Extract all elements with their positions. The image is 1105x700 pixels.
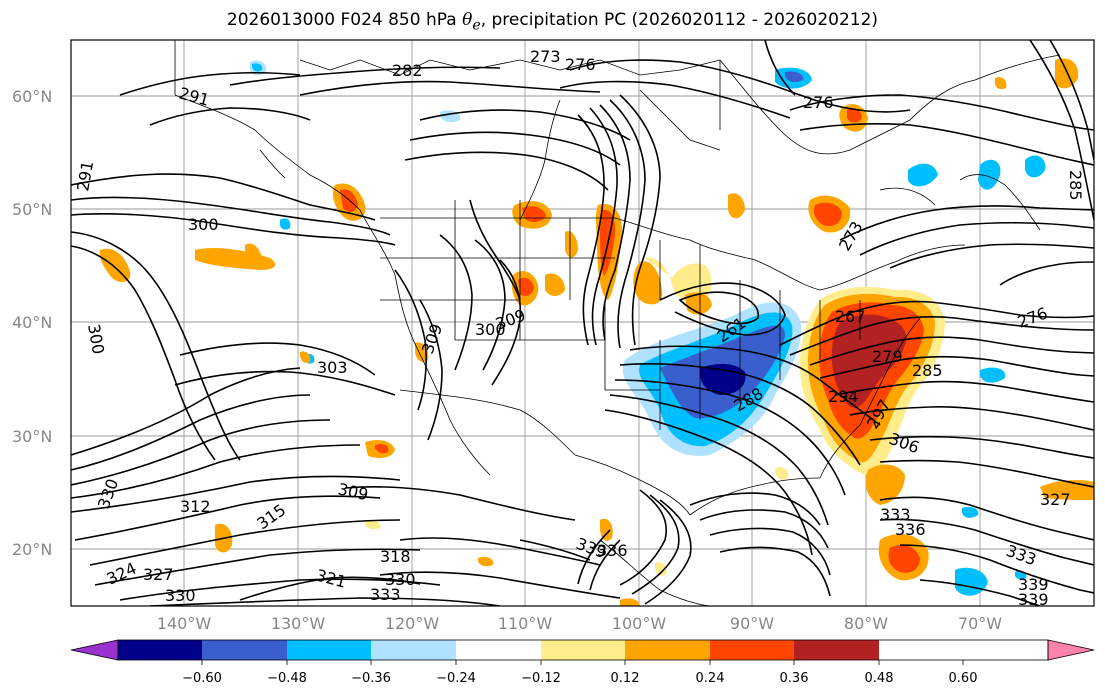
colorbar-extend-min [70,639,119,661]
lat-label: 40°N [12,313,52,332]
colorbar-tick-label: 0.60 [949,671,978,686]
contour-label: 339 [1018,575,1049,594]
contour-label: 276 [565,55,596,74]
contour-label: 300 [188,215,219,234]
lon-label: 80°W [844,614,888,633]
colorbar-segment [371,640,456,660]
colorbar-tick-label: −0.60 [182,671,222,686]
lat-label: 20°N [12,540,52,559]
contour-label: 285 [912,361,943,380]
colorbar-segment [541,640,625,660]
theta-e-contours [71,40,1094,606]
colorbar-tick-label: 0.12 [611,671,640,686]
lat-label: 60°N [12,87,52,106]
contour-label: 267 [835,307,866,326]
contour-label: 318 [380,547,411,566]
contour-label: 282 [392,61,423,80]
colorbar-segment [287,640,371,660]
colorbar-segment [794,640,879,660]
lon-label: 70°W [958,614,1002,633]
contour-label: 339 [1018,590,1049,609]
contour-label: 279 [872,347,903,366]
colorbar-tick-label: 0.24 [696,671,725,686]
colorbar-segment [202,640,287,660]
contour-label: 330 [385,570,416,589]
colorbar-tick-label: −0.48 [267,671,307,686]
lon-label: 100°W [612,614,667,633]
colorbar-tick-label: 0.36 [780,671,809,686]
colorbar-extend-max [1047,639,1095,661]
latitude-labels: 60°N 50°N 40°N 30°N 20°N [12,87,52,559]
colorbar-segment [625,640,710,660]
contour-label: 273 [530,47,561,66]
contour-label: 330 [165,586,196,605]
lon-label: 110°W [498,614,553,633]
lon-label: 140°W [157,614,212,633]
theta-symbol: θ [462,10,473,30]
contour-label: 300 [475,320,506,339]
title-prefix: 2026013000 F024 850 hPa [226,10,463,30]
colorbar-ticks [201,660,964,665]
colorbar-tick-label: 0.48 [865,671,894,686]
lon-label: 130°W [271,614,326,633]
lat-label: 30°N [12,427,52,446]
contour-label: 303 [317,358,348,377]
contour-label: 276 [803,93,834,112]
colorbar-segment [456,640,541,660]
map-frame [70,39,1095,607]
title-suffix: , precipitation PC (2026020112 - 2026020… [480,10,879,30]
contour-label: 285 [1066,170,1085,201]
map-title: 2026013000 F024 850 hPa θe, precipitatio… [0,10,1105,33]
longitude-labels: 140°W 130°W 120°W 110°W 100°W 90°W 80°W … [157,614,1002,633]
colorbar-frame [117,639,1049,661]
lat-label: 50°N [12,200,52,219]
contour-label: 336 [597,541,628,560]
contour-label: 294 [828,387,859,406]
contour-label: 336 [895,520,926,539]
colorbar-segment [118,640,202,660]
colorbar-tick-label: −0.12 [521,671,561,686]
political-boundaries [174,40,1061,606]
colorbar-tick-label: −0.24 [436,671,476,686]
map-panel: 273 282 276 276 291 291 300 300 303 309 … [71,40,1094,609]
colorbar: −0.60 −0.48 −0.36 −0.24 −0.12 0.12 0.24 … [70,639,1095,686]
lon-label: 90°W [730,614,774,633]
contour-labels: 273 282 276 276 291 291 300 300 303 309 … [73,47,1085,609]
colorbar-tick-label: −0.36 [351,671,391,686]
contour-label: 333 [370,585,401,604]
contour-label: 312 [180,497,211,516]
contour-label: 327 [143,565,174,584]
theta-subscript: e [472,17,481,34]
contour-label: 327 [1040,490,1071,509]
lon-label: 120°W [385,614,440,633]
contour-label: 333 [880,505,911,524]
colorbar-segment [710,640,794,660]
